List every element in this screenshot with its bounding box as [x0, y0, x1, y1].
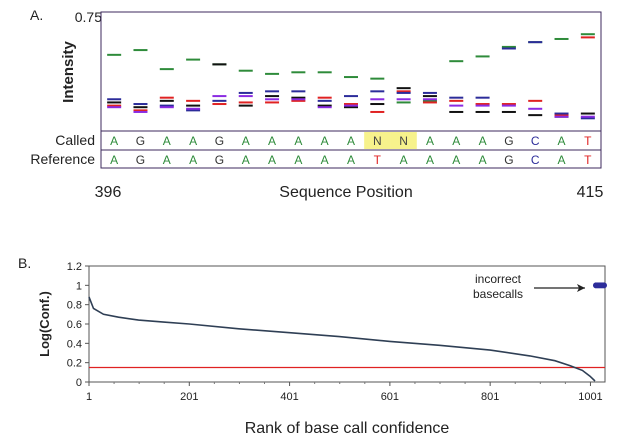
panel-b-marks: [88, 282, 607, 382]
reference-base-7: A: [294, 153, 302, 167]
reference-base-6: A: [268, 153, 276, 167]
called-base-17: A: [558, 134, 566, 148]
panel-a-highlight-group: [364, 132, 417, 149]
y-tick-label-4: 0.8: [67, 300, 82, 312]
x-tick-label-4: 801: [481, 391, 499, 403]
reference-base-0: A: [110, 153, 118, 167]
annotation-line-1: incorrect: [475, 272, 522, 286]
reference-base-17: A: [558, 153, 566, 167]
called-base-9: A: [347, 134, 355, 148]
y-tick-label-1: 0.2: [67, 358, 82, 370]
called-base-7: A: [294, 134, 302, 148]
called-base-11: N: [399, 134, 408, 148]
called-row-label: Called: [55, 132, 95, 148]
reference-base-16: C: [531, 153, 540, 167]
panel-a-label: A.: [30, 7, 43, 23]
called-base-14: A: [479, 134, 487, 148]
called-base-8: A: [321, 134, 329, 148]
x-tick-label-5: 1001: [578, 391, 602, 403]
called-base-3: A: [189, 134, 197, 148]
panel-b-ylabel: Log(Conf.): [37, 291, 52, 357]
called-base-0: A: [110, 134, 118, 148]
y-tick-label-6: 1.2: [67, 261, 82, 273]
y-tick-label-5: 1: [76, 280, 82, 292]
reference-base-13: A: [452, 153, 460, 167]
reference-base-11: A: [400, 153, 408, 167]
panel-b-label: B.: [18, 255, 31, 271]
panel-a-ylabel: Intensity: [60, 41, 77, 103]
x-tick-label-3: 601: [381, 391, 399, 403]
panel-a-x-start-label: 396: [95, 184, 122, 201]
x-tick-label-2: 401: [280, 391, 298, 403]
confidence-curve: [88, 296, 596, 382]
panel-a-x-end-label: 415: [577, 184, 604, 201]
reference-base-5: A: [242, 153, 250, 167]
reference-base-4: G: [215, 153, 224, 167]
called-base-16: C: [531, 134, 540, 148]
annotation-line-2: basecalls: [473, 287, 523, 301]
reference-base-12: A: [426, 153, 434, 167]
called-base-13: A: [452, 134, 460, 148]
y-tick-label-0: 0: [76, 377, 82, 389]
called-highlight-11: [390, 132, 417, 149]
called-base-5: A: [242, 134, 250, 148]
panel-a-xlabel: Sequence Position: [279, 184, 412, 201]
panel-b-axes: 0 0.2 0.4 0.6 0.8 1 1.2 1 201 401 601 801 1001: [67, 261, 603, 403]
reference-row-label: Reference: [30, 151, 95, 167]
reference-base-15: G: [504, 153, 513, 167]
reference-base-3: A: [189, 153, 197, 167]
called-base-1: G: [136, 134, 145, 148]
y-tick-label-2: 0.4: [67, 338, 82, 350]
incorrect-basecall-point-4: [600, 282, 607, 289]
x-tick-label-1: 201: [180, 391, 198, 403]
reference-base-14: A: [479, 153, 487, 167]
called-base-2: A: [163, 134, 171, 148]
annotation-arrow-head: [577, 284, 585, 292]
panel-a-frame: [100, 11, 602, 169]
called-base-6: A: [268, 134, 276, 148]
panel-b-xlabel: Rank of base call confidence: [245, 420, 450, 437]
panel-a-ymax-label: 0.75: [75, 9, 102, 25]
y-tick-label-3: 0.6: [67, 319, 82, 331]
reference-base-8: A: [321, 153, 329, 167]
called-highlight-10: [364, 132, 391, 149]
reference-base-2: A: [163, 153, 171, 167]
called-base-18: T: [584, 134, 592, 148]
called-base-4: G: [215, 134, 224, 148]
panel-b-frame: [88, 265, 606, 383]
panel-a-marks: [107, 33, 595, 120]
called-base-10: N: [373, 134, 382, 148]
reference-base-1: G: [136, 153, 145, 167]
reference-base-18: T: [584, 153, 592, 167]
x-tick-label-0: 1: [86, 391, 92, 403]
called-base-12: A: [426, 134, 434, 148]
reference-base-10: T: [374, 153, 382, 167]
reference-base-9: A: [347, 153, 355, 167]
called-base-15: G: [504, 134, 513, 148]
